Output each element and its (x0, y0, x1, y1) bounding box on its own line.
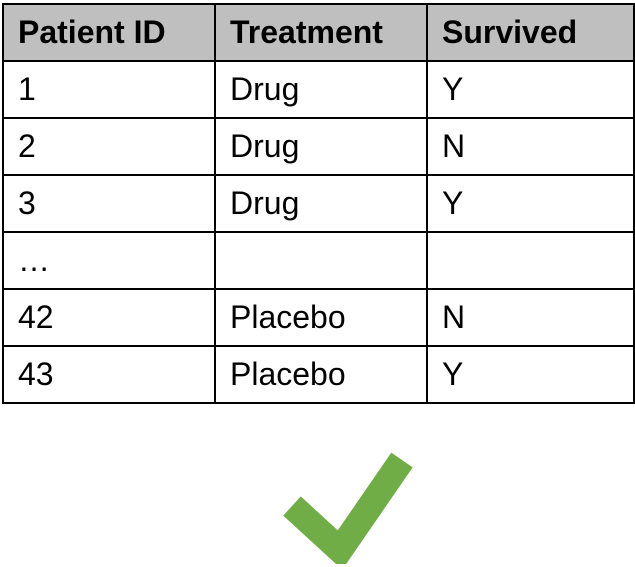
cell-survived: N (426, 288, 635, 347)
cell-patient-id: 3 (2, 174, 216, 233)
header-treatment: Treatment (214, 3, 428, 62)
cell-survived: Y (426, 60, 635, 119)
cell-patient-id: 1 (2, 60, 216, 119)
cell-treatment (214, 231, 428, 290)
cell-treatment: Placebo (214, 345, 428, 404)
header-survived: Survived (426, 3, 635, 62)
cell-survived: N (426, 117, 635, 176)
table-header: Patient ID Treatment Survived (2, 3, 635, 62)
table-row-ellipsis: … (2, 231, 635, 290)
table-row: 43 Placebo Y (2, 345, 635, 404)
cell-treatment: Drug (214, 60, 428, 119)
cell-patient-id: 42 (2, 288, 216, 347)
table-row: 2 Drug N (2, 117, 635, 176)
table-row: 1 Drug Y (2, 60, 635, 119)
patient-table: Patient ID Treatment Survived 1 Drug Y 2… (2, 3, 635, 404)
cell-treatment: Placebo (214, 288, 428, 347)
cell-patient-id: 43 (2, 345, 216, 404)
cell-treatment: Drug (214, 174, 428, 233)
cell-survived: Y (426, 174, 635, 233)
cell-survived (426, 231, 635, 290)
table-row: 3 Drug Y (2, 174, 635, 233)
header-patient-id: Patient ID (2, 3, 216, 62)
cell-treatment: Drug (214, 117, 428, 176)
header-row: Patient ID Treatment Survived (2, 3, 635, 62)
table-row: 42 Placebo N (2, 288, 635, 347)
table-body: 1 Drug Y 2 Drug N 3 Drug Y … 42 Placebo … (2, 60, 635, 404)
cell-patient-id: 2 (2, 117, 216, 176)
cell-patient-id: … (2, 231, 216, 290)
checkmark-stroke (283, 452, 413, 564)
cell-survived: Y (426, 345, 635, 404)
checkmark-icon (283, 452, 413, 564)
